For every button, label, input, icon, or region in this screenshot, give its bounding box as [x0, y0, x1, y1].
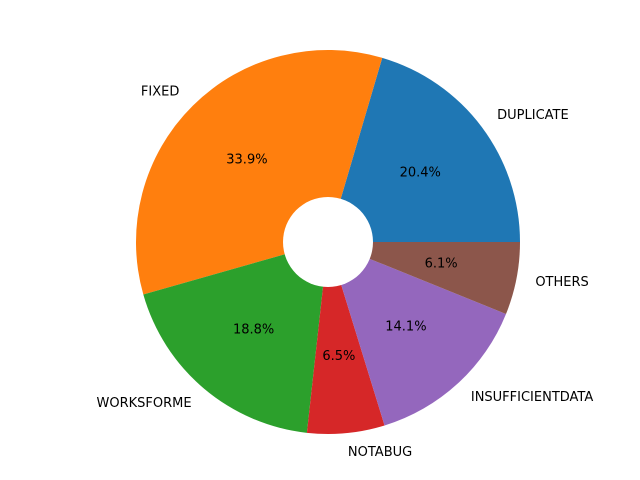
percent-label-insufficientdata: 14.1%: [385, 319, 426, 334]
pie-slice-duplicate: [328, 57, 520, 242]
percent-label-worksforme: 18.8%: [233, 322, 274, 337]
percent-label-fixed: 33.9%: [226, 153, 267, 168]
pie-slice-others: [328, 242, 520, 314]
pie-slice-notabug: [306, 242, 385, 435]
category-label-worksforme: WORKSFORME: [97, 396, 192, 411]
category-label-others: OTHERS: [535, 275, 588, 290]
category-label-insufficientdata: INSUFFICIENTDATA: [471, 390, 594, 405]
percent-label-duplicate: 20.4%: [400, 166, 441, 181]
category-labels: DUPLICATE FIXED WORKSFORME NOTABUG INSUFFICI…: [97, 84, 594, 459]
pie-slices: [135, 49, 520, 435]
percent-label-notabug: 6.5%: [322, 349, 355, 364]
pie-slice-insufficientdata: [328, 242, 507, 426]
category-label-notabug: NOTABUG: [348, 445, 412, 460]
category-label-duplicate: DUPLICATE: [497, 108, 569, 123]
percent-label-others: 6.1%: [425, 256, 458, 271]
donut-hole: [283, 197, 373, 287]
pie-slice-worksforme: [143, 242, 328, 433]
percent-labels: 20.4% 33.9% 18.8% 6.5% 14.1% 6.1%: [226, 153, 457, 365]
category-label-fixed: FIXED: [141, 84, 179, 99]
